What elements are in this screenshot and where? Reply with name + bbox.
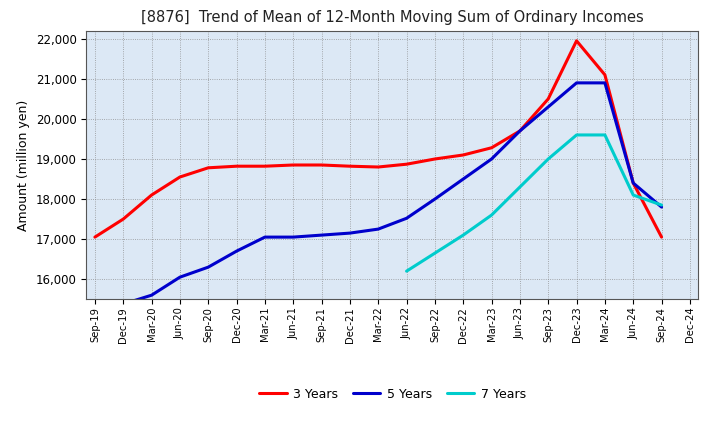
Line: 5 Years: 5 Years bbox=[123, 83, 662, 304]
7 Years bbox=[431, 250, 439, 256]
5 Years bbox=[487, 156, 496, 161]
5 Years bbox=[346, 231, 354, 236]
3 Years bbox=[261, 164, 269, 169]
Line: 3 Years: 3 Years bbox=[95, 41, 662, 237]
Y-axis label: Amount (million yen): Amount (million yen) bbox=[17, 99, 30, 231]
7 Years bbox=[657, 202, 666, 208]
5 Years bbox=[600, 80, 609, 85]
3 Years bbox=[119, 216, 127, 222]
3 Years bbox=[516, 128, 524, 134]
3 Years bbox=[346, 164, 354, 169]
3 Years bbox=[374, 165, 382, 170]
Title: [8876]  Trend of Mean of 12-Month Moving Sum of Ordinary Incomes: [8876] Trend of Mean of 12-Month Moving … bbox=[141, 11, 644, 26]
5 Years bbox=[516, 128, 524, 134]
3 Years bbox=[148, 192, 156, 198]
7 Years bbox=[402, 268, 411, 274]
3 Years bbox=[600, 72, 609, 77]
5 Years bbox=[374, 227, 382, 232]
7 Years bbox=[629, 192, 637, 198]
5 Years bbox=[318, 232, 326, 238]
3 Years bbox=[572, 38, 581, 44]
3 Years bbox=[318, 162, 326, 168]
5 Years bbox=[176, 275, 184, 280]
5 Years bbox=[657, 205, 666, 210]
7 Years bbox=[600, 132, 609, 138]
3 Years bbox=[204, 165, 212, 170]
5 Years bbox=[629, 180, 637, 186]
3 Years bbox=[629, 180, 637, 186]
5 Years bbox=[233, 249, 241, 254]
3 Years bbox=[487, 145, 496, 150]
5 Years bbox=[431, 196, 439, 202]
3 Years bbox=[544, 96, 552, 102]
5 Years bbox=[204, 264, 212, 270]
Legend: 3 Years, 5 Years, 7 Years: 3 Years, 5 Years, 7 Years bbox=[254, 383, 531, 406]
7 Years bbox=[487, 213, 496, 218]
5 Years bbox=[148, 293, 156, 298]
3 Years bbox=[657, 235, 666, 240]
3 Years bbox=[289, 162, 297, 168]
5 Years bbox=[261, 235, 269, 240]
3 Years bbox=[233, 164, 241, 169]
Line: 7 Years: 7 Years bbox=[407, 135, 662, 271]
7 Years bbox=[544, 156, 552, 161]
5 Years bbox=[119, 301, 127, 307]
3 Years bbox=[431, 156, 439, 161]
3 Years bbox=[459, 152, 467, 158]
7 Years bbox=[516, 184, 524, 190]
7 Years bbox=[572, 132, 581, 138]
5 Years bbox=[544, 104, 552, 110]
3 Years bbox=[402, 161, 411, 167]
5 Years bbox=[289, 235, 297, 240]
7 Years bbox=[459, 232, 467, 238]
5 Years bbox=[572, 80, 581, 85]
5 Years bbox=[402, 216, 411, 221]
5 Years bbox=[459, 176, 467, 182]
3 Years bbox=[176, 174, 184, 180]
3 Years bbox=[91, 235, 99, 240]
